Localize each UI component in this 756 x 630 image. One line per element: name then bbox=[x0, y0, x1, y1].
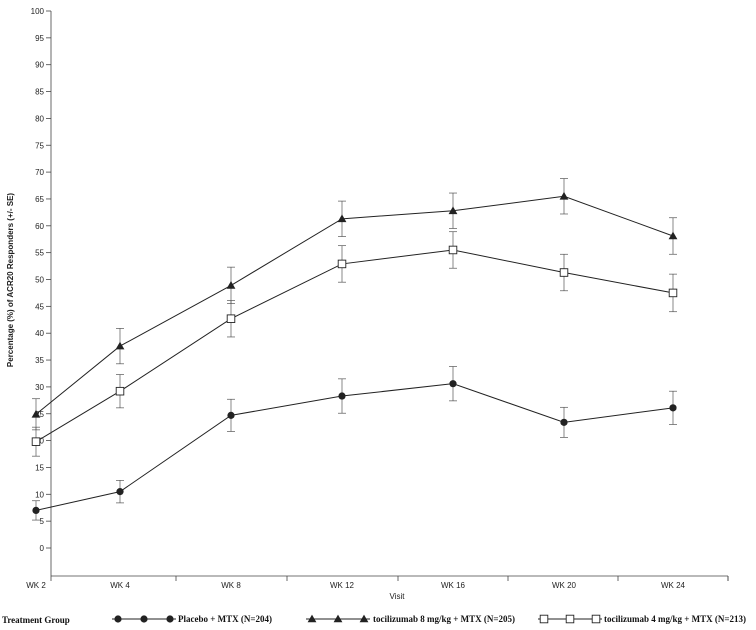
data-point bbox=[338, 392, 346, 400]
y-tick-label: 80 bbox=[35, 114, 44, 123]
data-point bbox=[116, 488, 124, 496]
x-axis-ticks: WK 2 WK 4 WK 8 WK 12 WK 16 WK 20 WK 24 bbox=[26, 576, 729, 590]
y-tick-label: 25 bbox=[35, 410, 44, 419]
data-point bbox=[115, 341, 125, 350]
series-1 bbox=[32, 366, 677, 521]
data-point bbox=[115, 386, 125, 396]
y-tick-label: 45 bbox=[35, 302, 44, 311]
data-point bbox=[449, 380, 457, 388]
y-axis-label: Percentage (%) of ACR20 Responders (+/- … bbox=[6, 193, 15, 368]
series-line bbox=[35, 195, 674, 415]
y-tick-label: 35 bbox=[35, 356, 44, 365]
data-point bbox=[31, 437, 41, 446]
data-point bbox=[539, 614, 549, 624]
x-tick-label: WK 24 bbox=[661, 581, 686, 590]
legend-entry-2: tocilizumab 8 mg/kg + MTX (N=205) bbox=[306, 614, 515, 624]
x-tick-label: WK 4 bbox=[110, 581, 130, 590]
x-axis-label: Visit bbox=[390, 592, 406, 601]
data-point bbox=[32, 506, 40, 515]
data-point bbox=[669, 404, 677, 412]
data-point bbox=[333, 614, 343, 623]
y-tick-label: 70 bbox=[35, 168, 44, 177]
x-tick-label: WK 2 bbox=[26, 581, 46, 590]
axes bbox=[50, 11, 729, 581]
series-line bbox=[35, 249, 674, 443]
y-tick-label: 55 bbox=[35, 249, 44, 258]
series-2 bbox=[31, 178, 678, 431]
x-tick-label: WK 8 bbox=[221, 581, 241, 590]
y-tick-label: 85 bbox=[35, 88, 44, 97]
y-tick-label: 65 bbox=[35, 195, 44, 204]
data-point bbox=[114, 615, 122, 623]
series-line bbox=[35, 383, 674, 511]
data-point bbox=[31, 409, 41, 418]
y-tick-label: 60 bbox=[35, 222, 44, 231]
legend-entry-3: tocilizumab 4 mg/kg + MTX (N=213) bbox=[538, 614, 746, 624]
y-tick-label: 95 bbox=[35, 34, 44, 43]
data-point bbox=[448, 245, 458, 255]
data-point bbox=[337, 214, 347, 223]
data-point bbox=[560, 418, 568, 426]
data-point bbox=[226, 314, 236, 323]
data-point bbox=[559, 191, 569, 200]
legend-label: tocilizumab 8 mg/kg + MTX (N=205) bbox=[373, 614, 515, 624]
legend-entry-1: Placebo + MTX (N=204) bbox=[112, 614, 272, 624]
data-point bbox=[227, 411, 235, 419]
x-tick-label: WK 20 bbox=[552, 581, 577, 590]
data-point bbox=[226, 281, 236, 289]
series-3 bbox=[31, 231, 678, 457]
y-tick-label: 0 bbox=[40, 544, 45, 553]
y-tick-label: 100 bbox=[31, 7, 45, 16]
legend-title: Treatment Group bbox=[2, 615, 70, 625]
data-point bbox=[591, 614, 601, 624]
data-point bbox=[559, 268, 569, 277]
series-layer bbox=[31, 178, 678, 521]
data-point bbox=[359, 614, 369, 623]
legend-label: Placebo + MTX (N=204) bbox=[178, 614, 272, 624]
data-point bbox=[337, 259, 347, 269]
data-point bbox=[140, 615, 148, 623]
x-tick-label: WK 16 bbox=[441, 581, 466, 590]
y-tick-label: 75 bbox=[35, 141, 44, 150]
y-axis-ticks: 0510152025303540455055606570758085909510… bbox=[31, 7, 51, 553]
y-tick-label: 50 bbox=[35, 276, 44, 285]
data-point bbox=[166, 615, 174, 623]
data-point bbox=[668, 288, 678, 298]
y-tick-label: 5 bbox=[40, 517, 45, 526]
data-point bbox=[448, 206, 458, 215]
data-point bbox=[307, 614, 317, 623]
legend-label: tocilizumab 4 mg/kg + MTX (N=213) bbox=[604, 614, 746, 624]
x-tick-label: WK 12 bbox=[330, 581, 355, 590]
y-tick-label: 15 bbox=[35, 463, 44, 472]
y-tick-label: 10 bbox=[35, 490, 44, 499]
y-tick-label: 40 bbox=[35, 329, 44, 338]
y-tick-label: 90 bbox=[35, 61, 44, 70]
data-point bbox=[668, 231, 678, 240]
y-tick-label: 30 bbox=[35, 383, 44, 392]
data-point bbox=[565, 614, 575, 624]
legend: Treatment Group Placebo + MTX (N=204) toc… bbox=[2, 614, 746, 625]
